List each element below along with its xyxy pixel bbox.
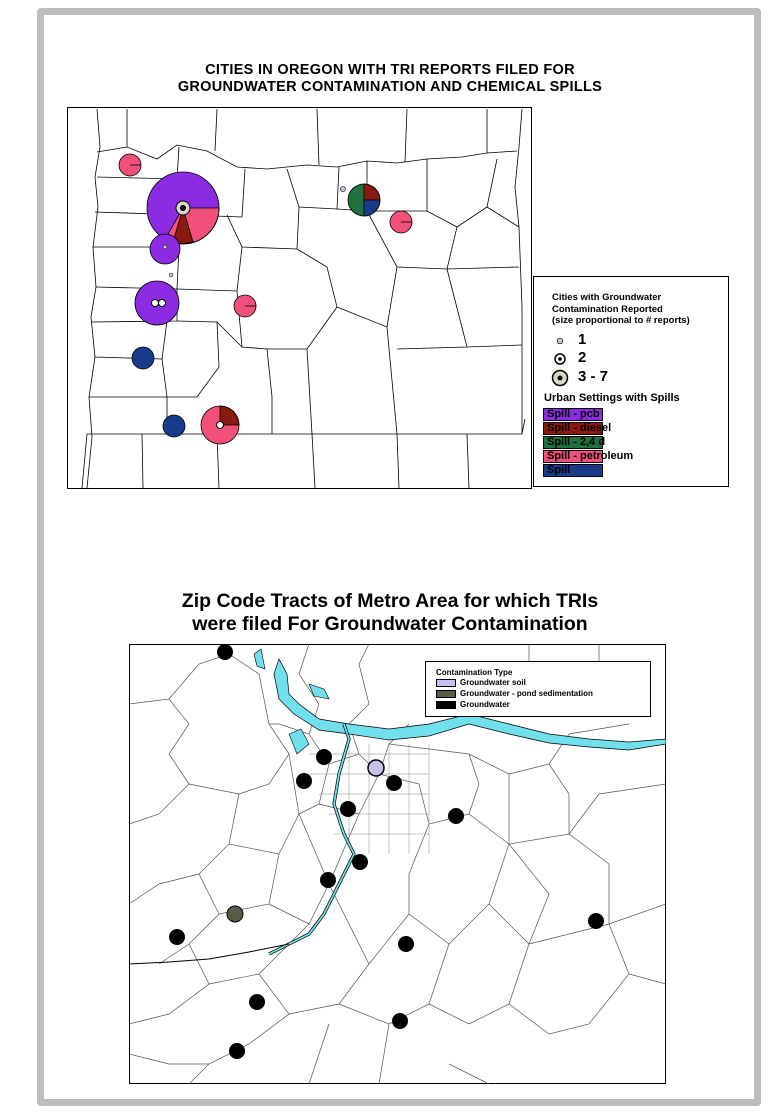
legend-groundwater-soil: Groundwater soil	[436, 678, 646, 689]
groundwater-marker	[229, 1043, 245, 1059]
rivers	[129, 648, 666, 965]
legend-size-1: 1	[548, 331, 668, 349]
spill-legend-heading: Urban Settings with Spills	[544, 392, 680, 404]
medium-dot-symbol-icon	[554, 353, 566, 365]
spill-symbol	[162, 414, 186, 438]
contamination-type-heading: Contamination Type	[436, 668, 513, 677]
groundwater-marker	[249, 994, 265, 1010]
spill-symbol	[131, 346, 155, 370]
groundwater-marker	[398, 936, 414, 952]
small-dot-symbol-icon	[556, 337, 564, 345]
legend-spill-24d: Spill - 2,4 d	[543, 436, 673, 450]
24d-swatch: Spill - 2,4 d	[543, 436, 605, 449]
county-boundaries	[81, 108, 526, 489]
tract-markers	[169, 644, 604, 1059]
groundwater-marker	[588, 913, 604, 929]
city-symbols	[118, 153, 413, 445]
pendleton-spill-pie	[347, 183, 381, 217]
groundwater-marker	[316, 749, 332, 765]
metro-map-title: Zip Code Tracts of Metro Area for which …	[181, 590, 599, 635]
groundwater-marker	[340, 801, 356, 817]
large-dot-symbol-icon	[551, 369, 569, 387]
groundwater-soil-swatch	[436, 679, 456, 687]
legend-spill-pcb: Spill - pcb	[543, 408, 673, 422]
pond-sedimentation-marker	[226, 905, 244, 923]
medford-spill-pie	[200, 405, 240, 445]
petroleum-swatch: Spill - petroleum	[543, 450, 633, 463]
legend-spill-petroleum: Spill - petroleum	[543, 450, 673, 464]
groundwater-marker	[448, 808, 464, 824]
metro-zip-tract-map	[129, 644, 666, 1084]
groundwater-marker	[217, 644, 233, 660]
oregon-map-legend: Cities with Groundwater Contamination Re…	[533, 276, 729, 487]
tract-boundaries	[129, 644, 666, 1084]
legend-pond-sedimentation: Groundwater - pond sedimentation	[436, 689, 646, 700]
diesel-swatch: Spill - diesel	[543, 422, 611, 435]
groundwater-marker	[320, 872, 336, 888]
pcb-swatch: Spill - pcb	[543, 408, 603, 421]
legend-spill-generic: Spill	[543, 464, 673, 478]
groundwater-soil-marker	[367, 759, 385, 777]
tualatin-river	[129, 943, 290, 965]
pond-sedimentation-swatch	[436, 690, 456, 698]
legend-groundwater: Groundwater	[436, 700, 646, 711]
groundwater-marker	[392, 1013, 408, 1029]
legend-heading: Cities with Groundwater Contamination Re…	[552, 292, 690, 326]
spill-swatch: Spill	[543, 464, 603, 477]
street-grid	[309, 744, 430, 854]
groundwater-marker	[352, 854, 368, 870]
oregon-county-map	[67, 107, 532, 489]
groundwater-swatch	[436, 701, 456, 709]
groundwater-marker	[296, 773, 312, 789]
columbia-river	[273, 658, 666, 751]
portland-spill-pie	[146, 171, 220, 245]
legend-spill-diesel: Spill - diesel	[543, 422, 673, 436]
groundwater-marker	[386, 775, 402, 791]
legend-size-3: 3 - 7	[548, 368, 668, 387]
oregon-map-title: CITIES IN OREGON WITH TRI REPORTS FILED …	[177, 62, 603, 95]
legend-size-2: 2	[548, 349, 668, 367]
groundwater-marker	[169, 929, 185, 945]
metro-map-legend: Contamination Type Groundwater soil Grou…	[425, 661, 651, 717]
